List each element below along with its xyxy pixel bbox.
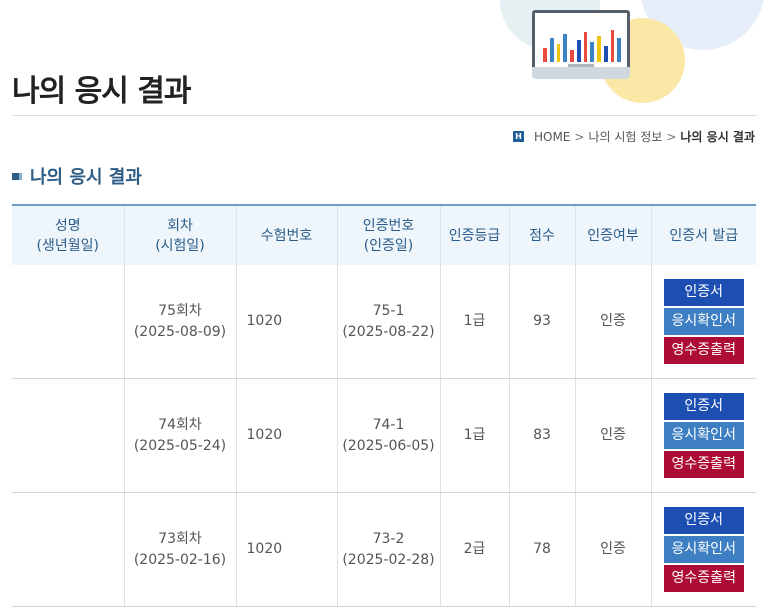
cell-exam-number: 1020 [235,265,337,379]
cell-score: 78 [508,492,575,607]
cell-name [12,265,124,379]
title-divider [12,115,757,116]
certificate-button[interactable]: 인증서 [663,507,744,534]
page-title: 나의 응시 결과 [12,74,191,109]
square-bullet-icon [12,172,22,180]
header-score: 점수 [508,204,575,265]
cell-session: 74회차 (2025-05-24) [123,378,236,493]
exam-confirmation-button[interactable]: 응시확인서 [663,308,744,335]
cell-status: 인증 [574,265,651,379]
cell-session: 75회차 (2025-08-09) [123,265,236,379]
receipt-print-button[interactable]: 영수증출력 [663,337,744,364]
cell-name [12,492,124,607]
header-status: 인증여부 [574,204,651,265]
header-illustration [490,0,769,115]
section-title: 나의 응시 결과 [12,163,142,189]
cell-cert-number: 74-1 (2025-06-05) [336,378,440,493]
table-header-row: 성명 (생년월일) 회차 (시험일) 수험번호 인증번호 (인증일) 인증등급 점수 … [12,204,756,265]
cell-status: 인증 [574,492,651,607]
monitor-chart-icon [532,10,630,70]
cell-exam-number: 1020 [235,492,337,607]
receipt-print-button[interactable]: 영수증출력 [663,451,744,478]
cell-cert-number: 75-1 (2025-08-22) [336,265,440,379]
cell-exam-number: 1020 [235,378,337,493]
header-grade: 인증등급 [439,204,509,265]
cell-score: 93 [508,265,575,379]
cell-grade: 1급 [439,378,509,493]
header-exam-number: 수험번호 [235,204,337,265]
breadcrumb-separator: > [574,129,585,144]
table-row: 74회차 (2025-05-24) 1020 74-1 (2025-06-05) 1… [12,378,756,493]
cell-score: 83 [508,378,575,493]
exam-results-table: 성명 (생년월일) 회차 (시험일) 수험번호 인증번호 (인증일) 인증등급 점수 … [12,204,756,607]
header-cert-number: 인증번호 (인증일) [336,204,440,265]
cell-grade: 1급 [439,265,509,379]
cell-grade: 2급 [439,492,509,607]
breadcrumb-separator: > [666,129,677,144]
breadcrumb-item-current: 나의 응시 결과 [680,130,755,144]
table-row: 75회차 (2025-08-09) 1020 75-1 (2025-08-22) 1… [12,265,756,379]
cell-name [12,378,124,493]
section-title-text: 나의 응시 결과 [30,167,142,188]
cell-cert-number: 73-2 (2025-02-28) [336,492,440,607]
header-name: 성명 (생년월일) [12,204,124,265]
certificate-button[interactable]: 인증서 [663,279,744,306]
table-row: 73회차 (2025-02-16) 1020 73-2 (2025-02-28) 2… [12,492,756,607]
home-icon[interactable]: H [512,131,524,142]
certificate-button[interactable]: 인증서 [663,393,744,420]
header-session: 회차 (시험일) [123,204,236,265]
receipt-print-button[interactable]: 영수증출력 [663,565,744,592]
breadcrumb-home[interactable]: HOME [533,129,571,144]
cell-status: 인증 [574,378,651,493]
cell-issue: 인증서 응시확인서 영수증출력 [650,492,756,607]
exam-confirmation-button[interactable]: 응시확인서 [663,422,744,449]
cell-issue: 인증서 응시확인서 영수증출력 [650,378,756,493]
header-issue: 인증서 발급 [650,204,756,265]
exam-confirmation-button[interactable]: 응시확인서 [663,536,744,563]
cell-issue: 인증서 응시확인서 영수증출력 [650,265,756,379]
breadcrumb-item-exam-info[interactable]: 나의 시험 정보 [588,130,663,144]
breadcrumb: H HOME > 나의 시험 정보 > 나의 응시 결과 [512,128,755,145]
cell-session: 73회차 (2025-02-16) [123,492,236,607]
